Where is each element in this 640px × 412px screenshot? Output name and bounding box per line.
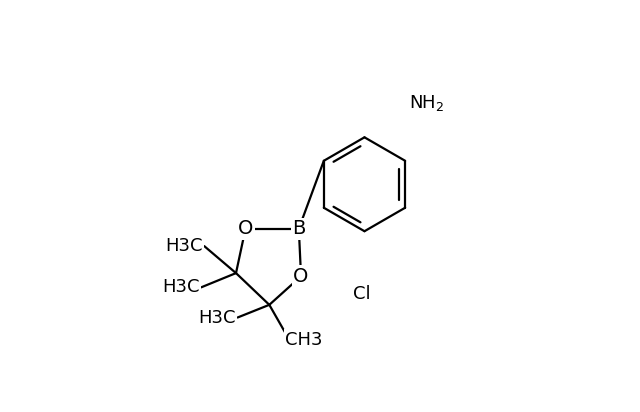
- Text: B: B: [292, 219, 305, 238]
- Text: O: O: [293, 267, 308, 286]
- Text: CH3: CH3: [285, 331, 323, 349]
- Text: H3C: H3C: [198, 309, 236, 326]
- Text: NH$_2$: NH$_2$: [409, 94, 444, 113]
- Text: H3C: H3C: [162, 279, 200, 296]
- Text: H3C: H3C: [165, 237, 203, 255]
- Text: O: O: [238, 219, 253, 238]
- Text: Cl: Cl: [353, 286, 371, 303]
